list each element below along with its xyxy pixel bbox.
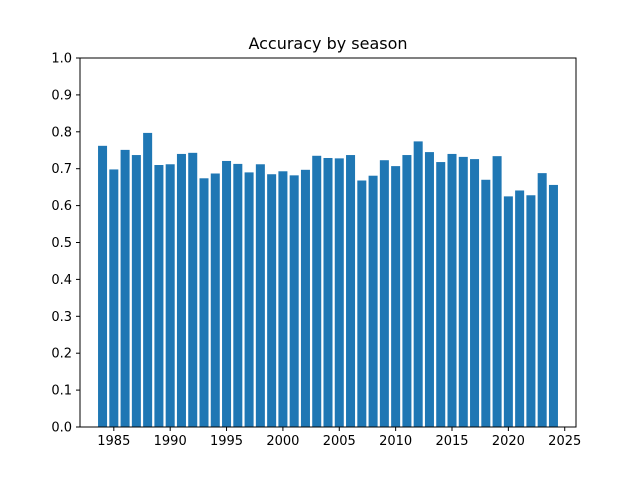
y-tick-label: 0.8 bbox=[51, 125, 72, 140]
y-tick-label: 0.0 bbox=[51, 421, 72, 436]
bar-2000 bbox=[278, 171, 288, 427]
bar-2002 bbox=[300, 169, 310, 427]
bar-2003 bbox=[312, 155, 322, 427]
x-axis: 1985 1990 1995 2000 2005 2010 2015 2020 2025 bbox=[97, 427, 581, 449]
x-tick-label: 1990 bbox=[154, 434, 187, 449]
plot-frame bbox=[79, 57, 577, 428]
bar-2011 bbox=[402, 155, 412, 427]
bar-2010 bbox=[391, 166, 401, 427]
y-axis: 0.0 0.1 0.2 0.3 0.4 0.5 0.6 0.7 0.8 0.9 1.0 bbox=[51, 52, 80, 436]
bar-1984 bbox=[98, 145, 108, 427]
bar-2013 bbox=[424, 152, 434, 427]
x-tick-label: 2025 bbox=[548, 434, 581, 449]
bar-2007 bbox=[357, 180, 367, 427]
bar-1997 bbox=[244, 172, 254, 427]
bar-2021 bbox=[515, 190, 525, 427]
bar-1988 bbox=[143, 132, 153, 428]
y-tick-label: 0.6 bbox=[51, 199, 72, 214]
bar-2005 bbox=[334, 158, 344, 428]
y-tick-label: 0.3 bbox=[51, 310, 72, 325]
bar-1990 bbox=[165, 164, 175, 427]
x-tick-label: 1995 bbox=[210, 434, 243, 449]
bar-2016 bbox=[458, 156, 468, 427]
y-tick-label: 0.5 bbox=[51, 236, 72, 251]
bar-2006 bbox=[346, 155, 356, 427]
chart-title: Accuracy by season bbox=[248, 34, 407, 53]
bar-2018 bbox=[481, 179, 491, 427]
bar-2015 bbox=[447, 153, 457, 427]
bar-1994 bbox=[210, 173, 220, 427]
bar-2022 bbox=[526, 195, 536, 427]
bar-1993 bbox=[199, 178, 209, 427]
y-tick-label: 0.2 bbox=[51, 347, 72, 362]
bar-1995 bbox=[222, 160, 232, 428]
x-tick-label: 2015 bbox=[435, 434, 468, 449]
x-tick-label: 2000 bbox=[266, 434, 299, 449]
y-tick-label: 0.7 bbox=[51, 162, 72, 177]
bar-1998 bbox=[255, 164, 265, 427]
bar-2012 bbox=[413, 141, 423, 428]
bar-2004 bbox=[323, 157, 333, 427]
bar-2023 bbox=[537, 173, 547, 427]
bar-1991 bbox=[176, 153, 186, 427]
y-tick-label: 0.1 bbox=[51, 384, 72, 399]
bar-2024 bbox=[548, 184, 558, 427]
bar-1996 bbox=[233, 163, 243, 427]
x-tick-label: 2020 bbox=[492, 434, 525, 449]
bar-1992 bbox=[188, 152, 198, 427]
bar-2017 bbox=[470, 159, 480, 427]
bar-2001 bbox=[289, 175, 299, 427]
y-tick-label: 0.9 bbox=[51, 88, 72, 103]
bar-1987 bbox=[131, 155, 141, 427]
bar-1989 bbox=[154, 165, 164, 427]
x-tick-label: 2010 bbox=[379, 434, 412, 449]
bar-2014 bbox=[436, 162, 446, 428]
bar-2009 bbox=[379, 160, 389, 427]
bar-1986 bbox=[120, 149, 130, 428]
bars bbox=[98, 132, 558, 428]
bar-2020 bbox=[503, 196, 513, 427]
x-tick-label: 2005 bbox=[323, 434, 356, 449]
bar-2019 bbox=[492, 156, 502, 428]
bar-2008 bbox=[368, 175, 378, 427]
x-tick-label: 1985 bbox=[97, 434, 130, 449]
bar-1999 bbox=[267, 174, 277, 427]
bar-1985 bbox=[109, 169, 119, 428]
y-tick-label: 0.4 bbox=[51, 273, 72, 288]
y-tick-label: 1.0 bbox=[51, 52, 72, 67]
